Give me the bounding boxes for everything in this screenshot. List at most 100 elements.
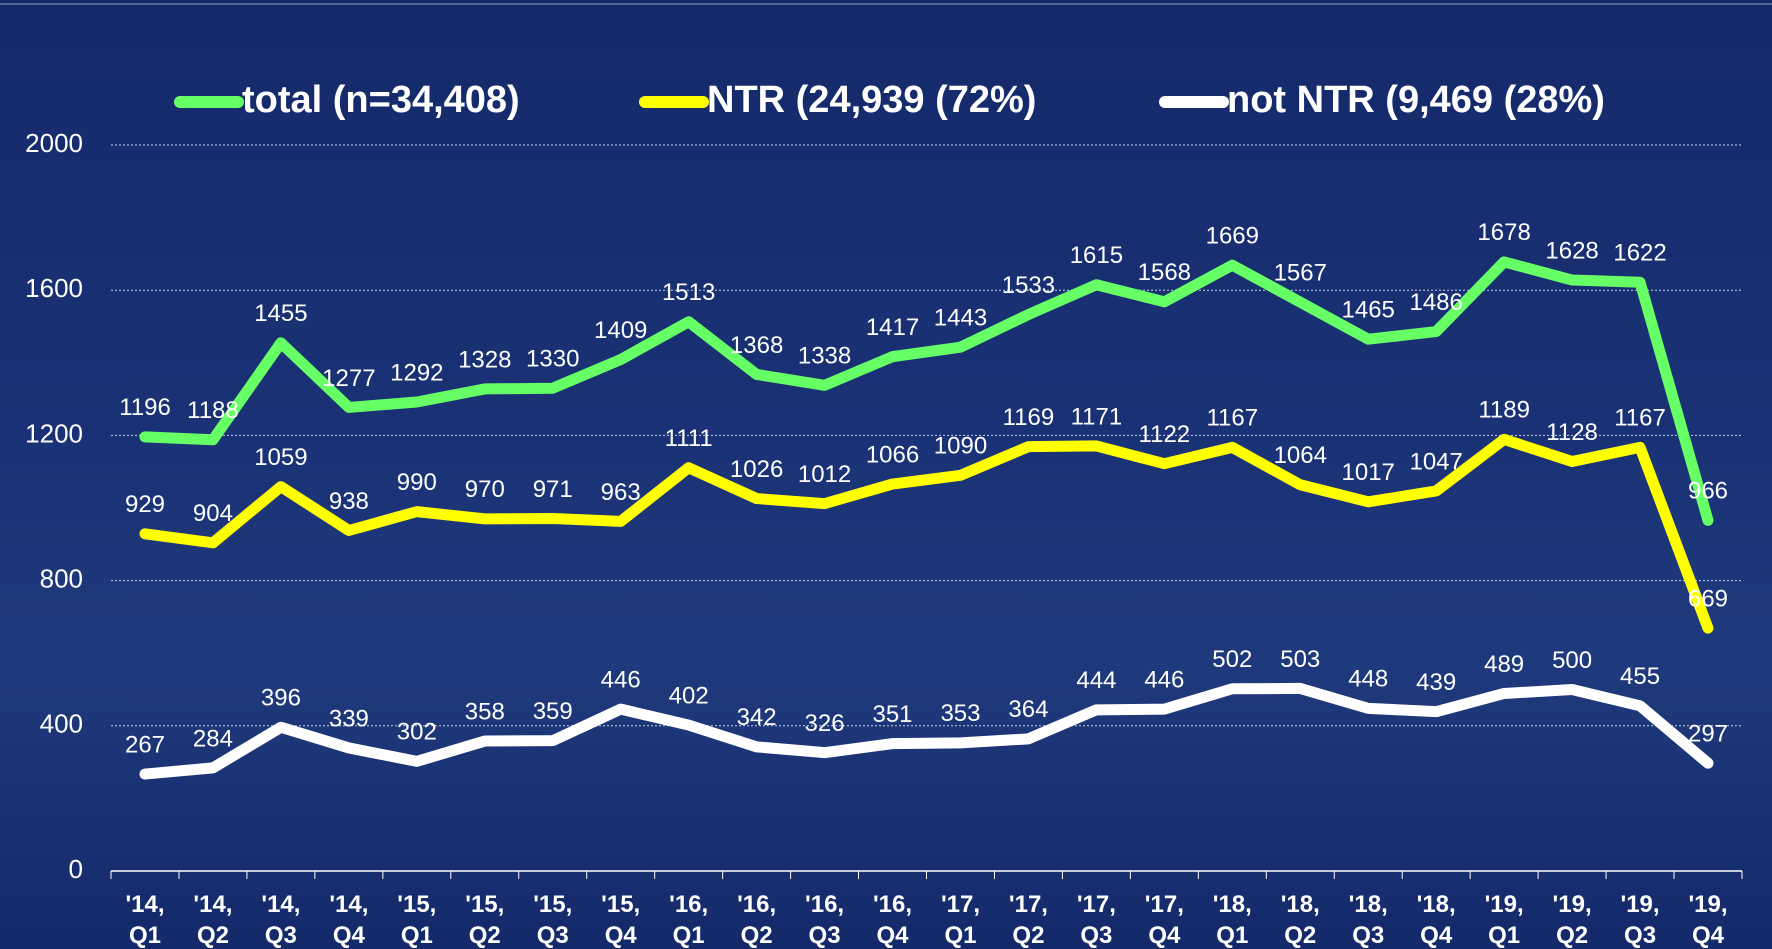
data-label: 938 xyxy=(329,488,369,515)
y-tick-label: 1200 xyxy=(25,418,83,448)
data-label: 963 xyxy=(601,479,641,506)
data-label: 359 xyxy=(533,698,573,725)
chart: 0400800120016002000'14,Q1'14,Q2'14,Q3'14… xyxy=(0,0,1772,949)
data-label: 1338 xyxy=(798,343,851,370)
data-label: 1669 xyxy=(1206,222,1259,249)
data-label: 402 xyxy=(669,682,709,709)
data-label: 1622 xyxy=(1613,240,1666,267)
data-label: 1277 xyxy=(322,365,375,392)
data-label: 353 xyxy=(940,700,980,727)
y-tick-label: 800 xyxy=(40,563,83,593)
data-label: 1615 xyxy=(1070,242,1123,269)
data-label: 970 xyxy=(465,476,505,503)
data-label: 1533 xyxy=(1002,272,1055,299)
data-label: 284 xyxy=(193,725,233,752)
data-label: 1368 xyxy=(730,332,783,359)
legend-label: NTR (24,939 (72%) xyxy=(707,79,1036,121)
data-label: 342 xyxy=(737,704,777,731)
x-tick-label: '19,Q3 xyxy=(1621,891,1660,949)
data-label: 1064 xyxy=(1274,442,1327,469)
data-label: 1171 xyxy=(1071,403,1123,430)
x-tick-label: '18,Q4 xyxy=(1417,891,1456,949)
data-label: 1409 xyxy=(594,317,647,344)
data-label: 1047 xyxy=(1409,448,1462,475)
data-label: 439 xyxy=(1416,669,1456,696)
x-tick-label: '16,Q3 xyxy=(805,891,844,949)
data-label: 1417 xyxy=(866,314,919,341)
data-label: 1465 xyxy=(1342,297,1395,324)
data-label: 1567 xyxy=(1274,260,1327,287)
data-label: 990 xyxy=(397,469,437,496)
data-label: 1292 xyxy=(390,359,443,386)
data-label: 1059 xyxy=(254,444,307,471)
data-label: 448 xyxy=(1348,666,1388,693)
data-label: 1328 xyxy=(458,346,511,373)
data-label: 500 xyxy=(1552,647,1592,674)
x-tick-label: '17,Q3 xyxy=(1077,891,1116,949)
data-label: 446 xyxy=(1144,666,1184,693)
data-label: 297 xyxy=(1688,721,1728,748)
x-tick-label: '19,Q2 xyxy=(1553,891,1592,949)
data-label: 351 xyxy=(872,701,912,728)
data-label: 1017 xyxy=(1342,459,1395,486)
data-label: 1167 xyxy=(1206,405,1258,432)
data-label: 1128 xyxy=(1546,419,1598,446)
y-tick-label: 2000 xyxy=(25,128,83,158)
data-label: 929 xyxy=(125,491,165,518)
data-label: 1012 xyxy=(798,461,851,488)
series-line xyxy=(145,439,1708,628)
data-label: 302 xyxy=(397,719,437,746)
data-label: 1443 xyxy=(934,305,987,332)
data-label: 339 xyxy=(329,705,369,732)
x-tick-label: '14,Q3 xyxy=(261,891,300,949)
data-label: 1189 xyxy=(1478,397,1530,424)
data-label: 267 xyxy=(125,731,165,758)
x-tick-label: '16,Q4 xyxy=(873,891,912,949)
x-tick-label: '16,Q1 xyxy=(669,891,708,949)
x-tick-label: '17,Q1 xyxy=(941,891,980,949)
x-tick-label: '15,Q1 xyxy=(397,891,436,949)
x-tick-label: '14,Q1 xyxy=(125,891,164,949)
series-line xyxy=(145,688,1708,774)
data-label: 455 xyxy=(1620,663,1660,690)
data-label: 1330 xyxy=(526,346,579,373)
y-tick-label: 400 xyxy=(40,709,83,739)
x-tick-label: '15,Q2 xyxy=(465,891,504,949)
page: 0400800120016002000'14,Q1'14,Q2'14,Q3'14… xyxy=(0,0,1772,949)
data-label: 446 xyxy=(601,666,641,693)
data-label: 502 xyxy=(1212,646,1252,673)
data-label: 1026 xyxy=(730,456,783,483)
data-label: 669 xyxy=(1688,585,1728,612)
data-label: 1196 xyxy=(119,394,171,421)
data-label: 1628 xyxy=(1545,237,1598,264)
x-tick-label: '17,Q2 xyxy=(1009,891,1048,949)
data-label: 1167 xyxy=(1614,405,1666,432)
data-label: 489 xyxy=(1484,651,1524,678)
data-label: 1122 xyxy=(1139,421,1191,448)
x-tick-label: '14,Q2 xyxy=(193,891,232,949)
data-label: 1188 xyxy=(187,397,239,424)
x-tick-label: '15,Q4 xyxy=(601,891,640,949)
data-label: 503 xyxy=(1280,646,1320,673)
x-tick-label: '14,Q4 xyxy=(329,891,368,949)
x-tick-label: '18,Q2 xyxy=(1281,891,1320,949)
data-label: 1568 xyxy=(1138,259,1191,286)
legend-label: total (n=34,408) xyxy=(242,79,520,121)
data-label: 1169 xyxy=(1003,404,1055,431)
data-label: 358 xyxy=(465,698,505,725)
data-label: 1678 xyxy=(1477,219,1530,246)
y-tick-label: 1600 xyxy=(25,273,83,303)
x-tick-label: '15,Q3 xyxy=(533,891,572,949)
x-tick-label: '19,Q4 xyxy=(1688,891,1727,949)
data-label: 1455 xyxy=(254,300,307,327)
data-label: 444 xyxy=(1076,667,1116,694)
x-tick-label: '19,Q1 xyxy=(1485,891,1524,949)
x-tick-label: '17,Q4 xyxy=(1145,891,1184,949)
data-label: 1066 xyxy=(866,441,919,468)
x-tick-label: '18,Q1 xyxy=(1213,891,1252,949)
data-label: 396 xyxy=(261,685,301,712)
data-label: 1486 xyxy=(1409,289,1462,316)
data-label: 966 xyxy=(1688,478,1728,505)
data-label: 1111 xyxy=(665,425,713,452)
x-tick-label: '18,Q3 xyxy=(1349,891,1388,949)
